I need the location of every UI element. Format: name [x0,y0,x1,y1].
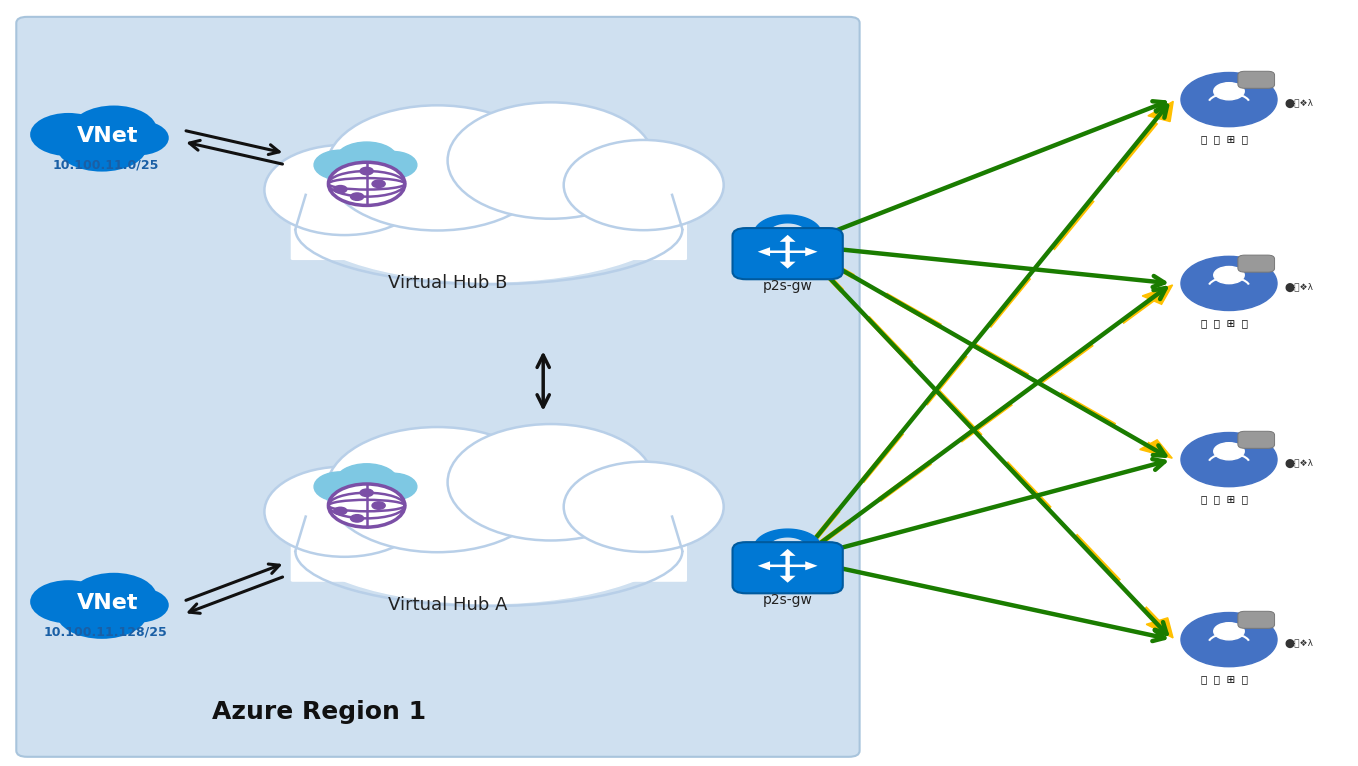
FancyArrow shape [779,252,796,269]
Circle shape [265,466,424,557]
Text: ⬤❖λ: ⬤❖λ [1285,99,1313,108]
Circle shape [360,167,373,175]
Circle shape [338,480,395,512]
Circle shape [326,106,549,231]
FancyArrow shape [758,561,788,570]
FancyArrow shape [779,235,796,252]
FancyBboxPatch shape [292,185,686,260]
Ellipse shape [296,469,682,604]
Circle shape [564,462,724,552]
Circle shape [30,113,107,156]
Circle shape [360,489,373,496]
Text: 🤖  🍎  ⊞  🐧: 🤖 🍎 ⊞ 🐧 [1200,675,1248,685]
Circle shape [372,180,386,188]
FancyBboxPatch shape [16,17,860,757]
Circle shape [265,145,424,235]
Text: p2s-gw: p2s-gw [763,280,812,293]
Text: 10.100.11.0/25: 10.100.11.0/25 [52,158,159,171]
FancyArrow shape [1139,440,1172,458]
Text: ⬤❖λ: ⬤❖λ [1285,459,1313,468]
Text: 🤖  🍎  ⊞  🐧: 🤖 🍎 ⊞ 🐧 [1200,495,1248,505]
Text: Virtual Hub B: Virtual Hub B [388,274,508,293]
Circle shape [1214,267,1244,283]
FancyBboxPatch shape [732,228,843,280]
Circle shape [1214,623,1244,640]
Circle shape [448,103,655,219]
Text: Virtual Hub A: Virtual Hub A [388,596,508,614]
Circle shape [564,140,724,231]
FancyBboxPatch shape [1238,255,1275,272]
Circle shape [369,152,417,178]
FancyArrow shape [779,549,796,566]
Circle shape [448,424,655,541]
FancyArrow shape [1142,285,1172,304]
Circle shape [107,588,168,623]
Circle shape [329,162,405,205]
Circle shape [350,193,364,201]
Ellipse shape [296,147,682,282]
FancyBboxPatch shape [1238,431,1275,448]
Circle shape [1181,433,1277,486]
Text: 🤖  🍎  ⊞  🐧: 🤖 🍎 ⊞ 🐧 [1200,135,1248,145]
Text: ⬤❖λ: ⬤❖λ [1285,639,1313,648]
FancyArrow shape [788,247,818,256]
Text: VNet: VNet [77,593,139,613]
Circle shape [1181,257,1277,310]
Circle shape [369,473,417,500]
Circle shape [314,472,367,502]
Text: ⬤❖λ: ⬤❖λ [1285,283,1313,292]
Circle shape [314,150,367,180]
Circle shape [335,142,398,177]
Circle shape [334,185,346,193]
Circle shape [350,515,364,522]
Circle shape [1181,613,1277,666]
FancyArrow shape [1146,618,1173,638]
FancyBboxPatch shape [1238,71,1275,88]
Circle shape [335,463,398,499]
Text: Azure Region 1: Azure Region 1 [212,700,426,724]
Polygon shape [754,215,822,234]
Circle shape [57,588,147,639]
FancyBboxPatch shape [292,506,686,581]
FancyArrow shape [1148,101,1173,122]
Circle shape [1214,83,1244,100]
FancyBboxPatch shape [732,542,843,594]
Circle shape [30,580,107,624]
Circle shape [1214,443,1244,460]
Circle shape [329,484,405,527]
FancyArrow shape [758,247,788,256]
Text: 10.100.11.128/25: 10.100.11.128/25 [43,625,167,638]
Circle shape [334,507,346,515]
Circle shape [326,427,549,552]
Text: VNet: VNet [77,126,139,146]
Text: p2s-gw: p2s-gw [763,594,812,607]
Circle shape [71,573,156,621]
Circle shape [71,106,156,154]
Circle shape [107,120,168,155]
Circle shape [372,502,386,509]
Text: 🤖  🍎  ⊞  🐧: 🤖 🍎 ⊞ 🐧 [1200,319,1248,329]
FancyArrow shape [779,566,796,583]
Circle shape [57,120,147,172]
FancyArrow shape [788,561,818,570]
FancyBboxPatch shape [1238,611,1275,628]
Circle shape [1181,73,1277,126]
Polygon shape [754,529,822,548]
Circle shape [338,158,395,190]
